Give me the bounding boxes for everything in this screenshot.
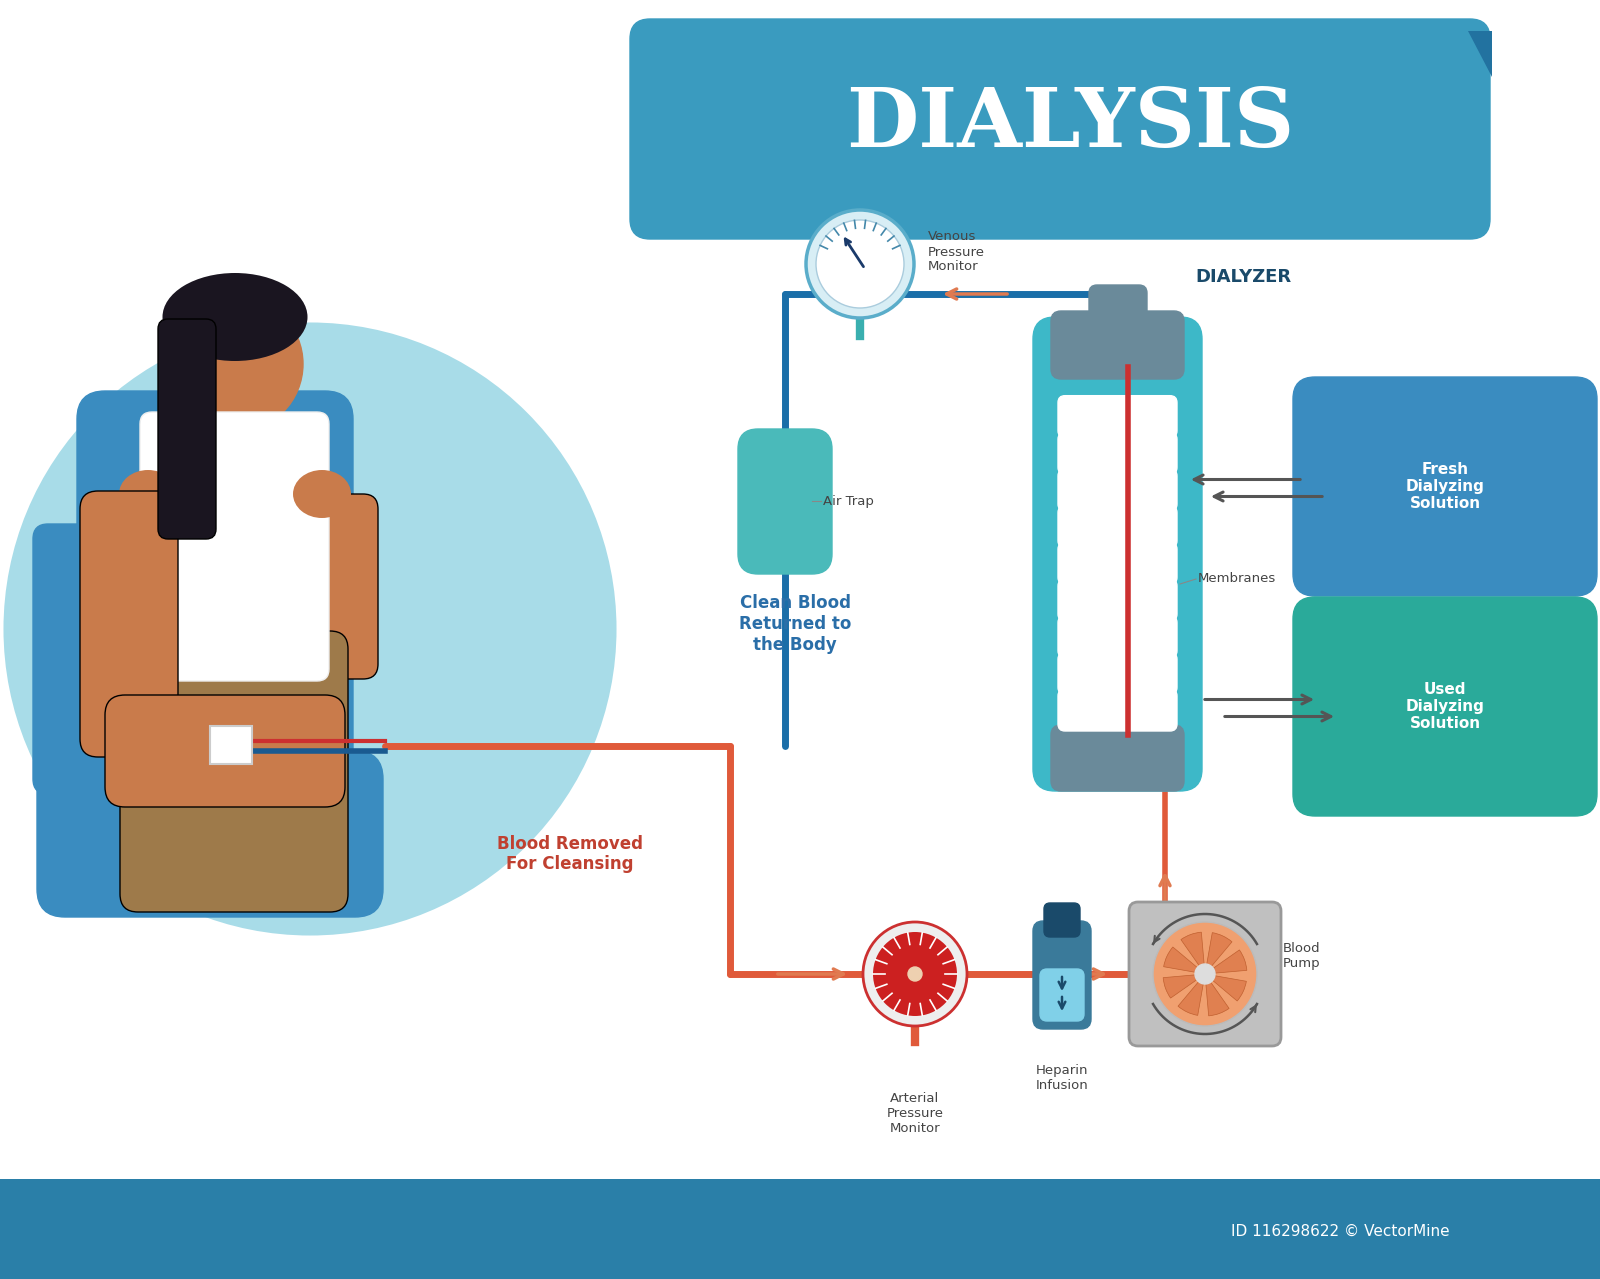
FancyBboxPatch shape	[37, 751, 382, 917]
Text: Membranes: Membranes	[1198, 573, 1277, 586]
Polygon shape	[1469, 31, 1491, 77]
Text: Blood Removed
For Cleansing: Blood Removed For Cleansing	[498, 835, 643, 874]
FancyBboxPatch shape	[1043, 903, 1080, 938]
Wedge shape	[1163, 946, 1205, 975]
FancyBboxPatch shape	[630, 19, 1490, 239]
FancyBboxPatch shape	[1090, 285, 1147, 329]
Text: DIALYZER: DIALYZER	[1195, 269, 1291, 286]
FancyBboxPatch shape	[106, 694, 346, 807]
FancyBboxPatch shape	[1293, 377, 1597, 596]
FancyBboxPatch shape	[34, 524, 106, 794]
FancyBboxPatch shape	[1293, 597, 1597, 816]
FancyBboxPatch shape	[1051, 311, 1184, 379]
Text: Clean Blood
Returned to
the Body: Clean Blood Returned to the Body	[739, 595, 851, 654]
Circle shape	[806, 210, 914, 318]
Ellipse shape	[163, 272, 307, 361]
Ellipse shape	[293, 469, 350, 518]
FancyBboxPatch shape	[290, 494, 378, 679]
FancyBboxPatch shape	[1058, 469, 1178, 512]
Text: Arterial
Pressure
Monitor: Arterial Pressure Monitor	[886, 1092, 944, 1134]
Bar	[218, 395, 250, 437]
Text: ID 116298622 © VectorMine: ID 116298622 © VectorMine	[1232, 1224, 1450, 1238]
Circle shape	[1195, 964, 1214, 984]
Text: Air Trap: Air Trap	[822, 495, 874, 508]
Ellipse shape	[118, 469, 178, 518]
FancyBboxPatch shape	[1130, 902, 1282, 1046]
FancyBboxPatch shape	[1058, 432, 1178, 475]
FancyBboxPatch shape	[1034, 317, 1202, 790]
Wedge shape	[1205, 975, 1246, 1001]
Bar	[0, 1179, 1600, 1279]
Circle shape	[166, 295, 302, 432]
Wedge shape	[1178, 975, 1205, 1016]
FancyBboxPatch shape	[738, 428, 832, 574]
Text: Blood
Pump: Blood Pump	[1283, 943, 1320, 969]
Bar	[210, 726, 253, 764]
FancyBboxPatch shape	[158, 318, 216, 538]
FancyBboxPatch shape	[1051, 725, 1184, 790]
FancyBboxPatch shape	[120, 631, 347, 912]
Wedge shape	[1181, 932, 1205, 975]
FancyBboxPatch shape	[1058, 505, 1178, 547]
Circle shape	[0, 318, 621, 939]
FancyBboxPatch shape	[1058, 615, 1178, 657]
Text: Heparin
Infusion: Heparin Infusion	[1035, 1064, 1088, 1092]
Wedge shape	[1163, 975, 1205, 998]
FancyBboxPatch shape	[1058, 652, 1178, 694]
FancyBboxPatch shape	[1058, 689, 1178, 732]
Wedge shape	[1205, 950, 1246, 975]
FancyBboxPatch shape	[1034, 921, 1091, 1030]
Text: Venous
Pressure
Monitor: Venous Pressure Monitor	[928, 230, 986, 274]
Circle shape	[816, 220, 904, 308]
FancyBboxPatch shape	[1058, 579, 1178, 622]
FancyBboxPatch shape	[1058, 542, 1178, 585]
Text: DIALYSIS: DIALYSIS	[846, 84, 1294, 164]
Circle shape	[874, 932, 957, 1016]
Circle shape	[862, 922, 966, 1026]
FancyBboxPatch shape	[1058, 395, 1178, 437]
FancyBboxPatch shape	[77, 391, 354, 847]
Circle shape	[909, 967, 922, 981]
Circle shape	[1154, 922, 1258, 1026]
FancyBboxPatch shape	[80, 491, 178, 757]
Wedge shape	[1205, 975, 1229, 1016]
FancyBboxPatch shape	[141, 412, 330, 680]
Wedge shape	[1205, 932, 1232, 975]
Text: Fresh
Dialyzing
Solution: Fresh Dialyzing Solution	[1405, 462, 1485, 512]
FancyBboxPatch shape	[1040, 969, 1083, 1021]
Text: Used
Dialyzing
Solution: Used Dialyzing Solution	[1405, 682, 1485, 732]
